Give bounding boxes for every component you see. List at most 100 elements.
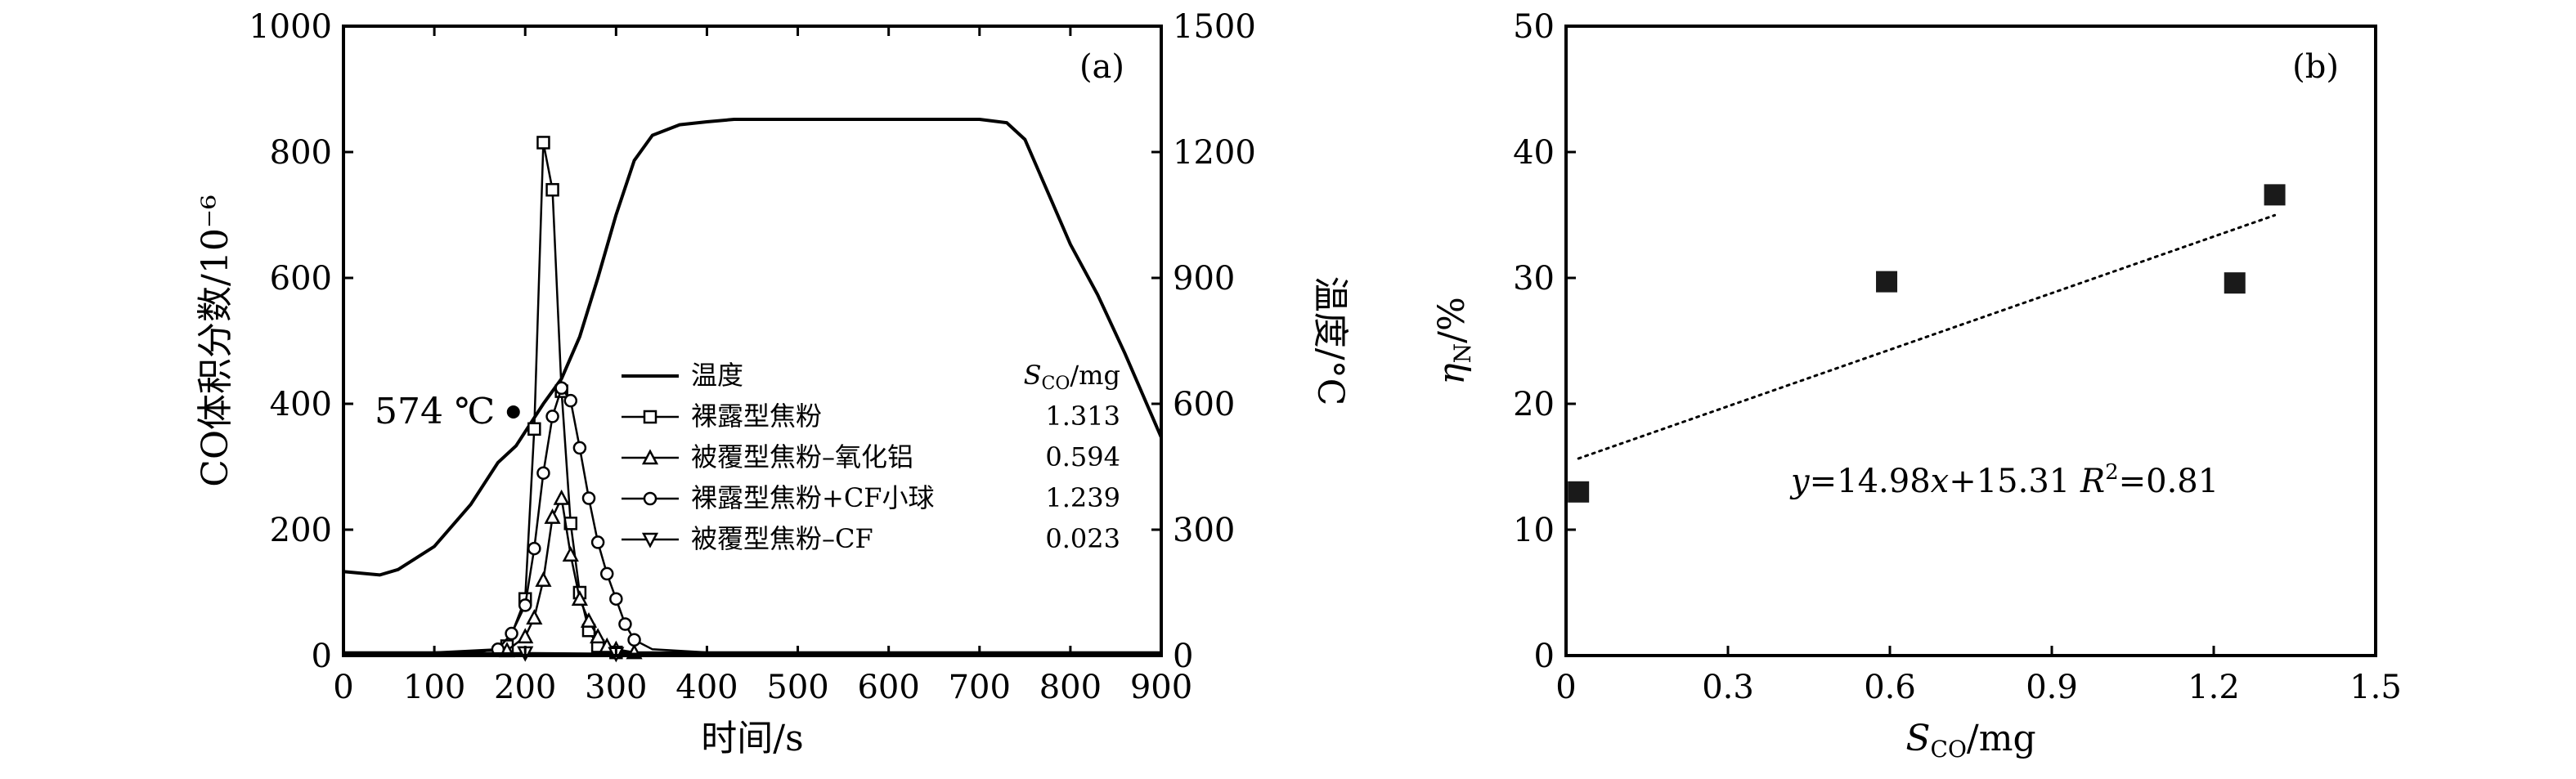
temperature-annotation: 574 ℃	[375, 391, 495, 432]
y-right-tick-label: 900	[1173, 260, 1235, 298]
y-right-tick-label: 0	[1173, 638, 1193, 675]
series-4-point	[572, 441, 587, 455]
panel-a-series	[343, 118, 1163, 663]
b-y-tick-label: 20	[1513, 386, 1555, 423]
series-3-point	[571, 590, 588, 606]
b-x-tick-label: 0.3	[1702, 669, 1754, 706]
panel-a-x-axis-label: 时间/s	[701, 718, 803, 759]
panel-a-ticks: 0 100 200 300 400 500 600 700 800 900020040060080…	[249, 8, 1256, 706]
series-4-point	[590, 535, 605, 549]
series-4-point	[505, 626, 518, 641]
x-tick-label: 200	[494, 669, 556, 706]
legend-marker-3	[641, 449, 659, 465]
series-3-point	[517, 628, 534, 644]
series-4-point	[518, 598, 532, 612]
series-2-point	[527, 422, 541, 437]
series-3-point	[526, 609, 543, 625]
series-4-point	[563, 393, 578, 408]
panel-b-y-axis-label: ηN/%	[1431, 297, 1476, 385]
x-tick-label: 100	[403, 669, 465, 706]
legend-value-2: 1.313	[1045, 401, 1120, 432]
panel-b-label: (b)	[2292, 48, 2339, 86]
series-3-point	[544, 508, 561, 524]
b-y-tick-label: 10	[1513, 512, 1555, 549]
panel-a-chart: 0 100 200 300 400 500 600 700 800 900020040060080…	[195, 8, 1351, 759]
panel-b-series	[1568, 184, 2286, 503]
y-right-tick-label: 1500	[1173, 8, 1256, 46]
scatter-point	[1568, 481, 1590, 503]
legend-label-2: 裸露型焦粉	[691, 401, 822, 432]
scatter-point	[2224, 272, 2246, 294]
panel-a-label: (a)	[1079, 48, 1124, 86]
series-4-point	[545, 410, 559, 423]
temperature-annotation-dot	[506, 405, 520, 419]
b-x-tick-label: 0.6	[1864, 669, 1916, 706]
series-line-3	[343, 495, 1161, 654]
legend-label-5: 被覆型焦粉–CF	[691, 523, 873, 554]
series-2-point	[545, 182, 559, 197]
legend-value-4: 1.239	[1045, 482, 1120, 513]
y-left-tick-label: 1000	[249, 8, 332, 46]
series-4-point	[527, 541, 541, 556]
legend-label-3: 被覆型焦粉–氧化铝	[691, 441, 913, 472]
series-3-point	[590, 628, 607, 644]
panel-b-x-axis-label: SCO/mg	[1905, 718, 2035, 763]
legend-label-4: 裸露型焦粉+CF小球	[691, 482, 935, 513]
b-x-tick-label: 1.2	[2188, 669, 2240, 706]
x-tick-label: 0	[333, 669, 353, 706]
legend-value-3: 0.594	[1045, 441, 1120, 472]
y-right-tick-label: 600	[1173, 386, 1235, 423]
legend-marker-2	[643, 410, 657, 424]
legend-value-5: 0.023	[1045, 523, 1120, 554]
b-y-tick-label: 0	[1534, 638, 1555, 675]
series-3-point	[553, 489, 570, 505]
series-4-point	[554, 381, 568, 395]
y-left-tick-label: 0	[312, 638, 332, 675]
x-tick-label: 900	[1130, 669, 1192, 706]
b-x-tick-label: 0	[1555, 669, 1576, 706]
b-y-tick-label: 30	[1513, 260, 1555, 298]
legend-marker-4	[643, 491, 657, 506]
legend-label-1: 温度	[691, 360, 743, 391]
panel-b-plot-frame	[1564, 25, 2377, 657]
x-tick-label: 800	[1039, 669, 1102, 706]
panel-a-plot-frame	[342, 25, 1163, 657]
y-right-tick-label: 300	[1173, 512, 1235, 549]
y-left-tick-label: 600	[270, 260, 332, 298]
b-y-tick-label: 50	[1513, 8, 1555, 46]
series-4-point	[599, 566, 614, 581]
panel-a-y-right-axis-label: 温度/°C	[1309, 276, 1351, 406]
b-x-tick-label: 1.5	[2349, 669, 2402, 706]
x-tick-label: 400	[675, 669, 738, 706]
series-line-5	[343, 651, 1161, 655]
y-right-tick-label: 1200	[1173, 134, 1256, 172]
b-x-tick-label: 0.9	[2026, 669, 2078, 706]
x-tick-label: 700	[949, 669, 1011, 706]
x-tick-label: 300	[585, 669, 647, 706]
series-4-point	[618, 617, 632, 631]
series-line-1	[343, 118, 1163, 577]
scatter-point	[2264, 184, 2286, 206]
series-4-point	[609, 592, 623, 606]
scatter-point	[1876, 271, 1898, 293]
legend-marker-5	[641, 532, 659, 548]
y-left-tick-label: 200	[270, 512, 332, 549]
series-4-point	[627, 633, 641, 647]
series-4-point	[536, 466, 550, 480]
legend-header: SCO/mg	[1024, 360, 1120, 394]
y-left-tick-label: 400	[270, 386, 332, 423]
panel-b-ticks: 0 0.3 0.6 0.9 1.2 1.5 0 10 20 30 40 50	[1513, 8, 2402, 706]
fit-equation: y=14.98x+15.31 R2=0.81	[1789, 460, 2219, 500]
y-left-tick-label: 800	[270, 134, 332, 172]
panel-a-y-left-axis-label: CO体积分数/10⁻⁶	[195, 195, 236, 486]
series-3-point	[580, 611, 598, 628]
fit-line	[1577, 213, 2277, 460]
series-3-point	[535, 571, 552, 587]
x-tick-label: 500	[766, 669, 828, 706]
series-3-point	[562, 546, 579, 562]
panel-b-chart: 0 0.3 0.6 0.9 1.2 1.5 0 10 20 30 40 50 (b) SCO/mg η…	[1431, 8, 2402, 763]
b-y-tick-label: 40	[1513, 134, 1555, 172]
series-2-point	[536, 136, 550, 150]
